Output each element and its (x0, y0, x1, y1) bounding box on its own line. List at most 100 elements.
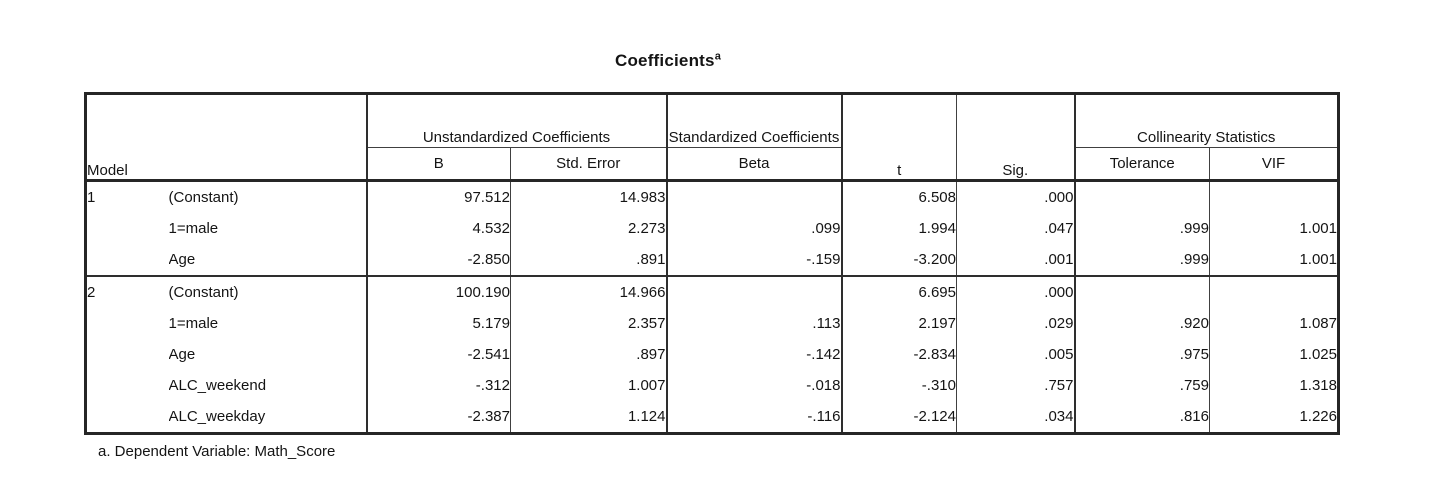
header-collinearity-statistics: Collinearity Statistics (1074, 93, 1339, 148)
tolerance-cell (1074, 180, 1210, 213)
model-number-cell (86, 401, 169, 434)
b-cell: 5.179 (366, 308, 511, 339)
vif-cell (1210, 181, 1339, 214)
table-row: 2 (Constant) 100.190 14.966 6.695 .000 (86, 276, 1339, 308)
std-error-cell: 2.273 (510, 213, 668, 244)
sig-cell: .000 (956, 276, 1076, 308)
beta-cell: -.018 (666, 370, 843, 401)
tolerance-cell: .920 (1074, 308, 1210, 339)
model-number-cell: 1 (87, 189, 96, 206)
beta-cell: -.142 (666, 339, 843, 370)
std-error-cell: 14.966 (510, 276, 668, 308)
vif-cell: 1.001 (1299, 251, 1337, 268)
header-unstandardized-coefficients: Unstandardized Coefficients (366, 93, 668, 148)
beta-cell: -.159 (666, 244, 843, 276)
header-beta: Beta (666, 147, 843, 181)
std-error-cell: 2.357 (510, 308, 668, 339)
predictor-cell: ALC_weekday (168, 401, 368, 434)
std-error-cell: .897 (510, 339, 668, 370)
predictor-cell: 1=male (168, 308, 368, 339)
sig-cell: .000 (956, 180, 1076, 213)
t-cell: 1.994 (841, 213, 957, 244)
model-1-block: 1 (Constant) 97.512 14.983 6.508 .000 1=… (86, 180, 1339, 276)
tolerance-cell: .759 (1074, 370, 1210, 401)
predictor-cell: (Constant) (168, 276, 368, 308)
beta-cell: .099 (666, 213, 843, 244)
tolerance-cell: .999 (1074, 244, 1210, 276)
header-standardized-coefficients: Standardized Coefficients (666, 93, 843, 148)
b-cell: -2.387 (366, 401, 511, 434)
table-row: Age -2.850 .891 -.159 -3.200 .001 .999 1… (86, 244, 1339, 276)
predictor-cell: Age (168, 244, 368, 276)
t-cell: -.310 (841, 370, 957, 401)
std-error-cell: 1.124 (510, 401, 668, 434)
table-header: Model Unstandardized Coefficients Standa… (85, 93, 1339, 181)
predictor-cell: ALC_weekend (168, 370, 368, 401)
header-tolerance: Tolerance (1074, 147, 1210, 181)
model-number-cell (86, 339, 169, 370)
b-cell: -.312 (366, 370, 511, 401)
predictor-cell: 1=male (168, 213, 368, 244)
header-t: t (841, 93, 957, 181)
model-number-cell (86, 308, 169, 339)
t-cell: 6.695 (841, 276, 957, 308)
table-footnote: a. Dependent Variable: Math_Score (98, 443, 336, 460)
header-model: Model (85, 93, 368, 181)
table-row: ALC_weekday -2.387 1.124 -.116 -2.124 .0… (86, 401, 1339, 434)
table-title-text: Coefficients (614, 51, 715, 70)
model-number-cell (86, 244, 169, 276)
vif-cell: 1.318 (1299, 377, 1337, 394)
model-number-cell (86, 370, 169, 401)
vif-cell: 1.001 (1299, 220, 1337, 237)
tolerance-cell (1074, 276, 1210, 308)
vif-cell: 1.087 (1299, 315, 1337, 332)
coefficients-table: Model Unstandardized Coefficients Standa… (84, 92, 1340, 435)
b-cell: 100.190 (366, 276, 511, 308)
model-2-block: 2 (Constant) 100.190 14.966 6.695 .000 1… (85, 276, 1339, 434)
b-cell: 4.532 (366, 213, 511, 244)
t-cell: -2.124 (841, 401, 957, 434)
header-b: B (366, 147, 511, 181)
model-number-cell (86, 213, 169, 244)
b-cell: -2.541 (366, 339, 511, 370)
beta-cell: -.116 (666, 401, 843, 434)
header-group-row: Model Unstandardized Coefficients Standa… (85, 93, 1339, 181)
t-cell: 2.197 (841, 308, 957, 339)
vif-cell (1210, 276, 1339, 308)
table-row: ALC_weekend -.312 1.007 -.018 -.310 .757… (86, 370, 1339, 401)
header-sig: Sig. (956, 93, 1076, 181)
table-row: 1=male 5.179 2.357 .113 2.197 .029 .920 … (86, 308, 1339, 339)
predictor-cell: (Constant) (168, 180, 368, 213)
sig-cell: .001 (956, 244, 1076, 276)
tolerance-cell: .816 (1074, 401, 1210, 434)
t-cell: 6.508 (841, 180, 957, 213)
header-sub-row: B Std. Error Beta Tolerance VIF (86, 147, 1339, 181)
std-error-cell: .891 (510, 244, 668, 276)
beta-cell (666, 276, 843, 308)
tolerance-cell: .975 (1074, 339, 1210, 370)
model-number-cell: 2 (87, 284, 96, 301)
t-cell: -2.834 (841, 339, 957, 370)
b-cell: 97.512 (366, 180, 511, 213)
header-vif: VIF (1261, 155, 1286, 172)
t-cell: -3.200 (841, 244, 957, 276)
beta-cell: .113 (666, 308, 843, 339)
table-title-superscript: a (714, 50, 722, 63)
sig-cell: .034 (956, 401, 1076, 434)
header-std-error: Std. Error (510, 147, 668, 181)
std-error-cell: 14.983 (510, 180, 668, 213)
sig-cell: .029 (956, 308, 1076, 339)
vif-cell: 1.226 (1299, 408, 1337, 425)
predictor-cell: Age (168, 339, 368, 370)
table-row: 1 (Constant) 97.512 14.983 6.508 .000 (86, 180, 1339, 214)
table-row: 1=male 4.532 2.273 .099 1.994 .047 .999 … (86, 213, 1339, 244)
table-title: Coefficientsa (615, 51, 721, 71)
sig-cell: .047 (956, 213, 1076, 244)
b-cell: -2.850 (366, 244, 511, 276)
beta-cell (666, 180, 843, 213)
table-row: Age -2.541 .897 -.142 -2.834 .005 .975 1… (86, 339, 1339, 370)
std-error-cell: 1.007 (510, 370, 668, 401)
vif-cell: 1.025 (1299, 346, 1337, 363)
sig-cell: .005 (956, 339, 1076, 370)
